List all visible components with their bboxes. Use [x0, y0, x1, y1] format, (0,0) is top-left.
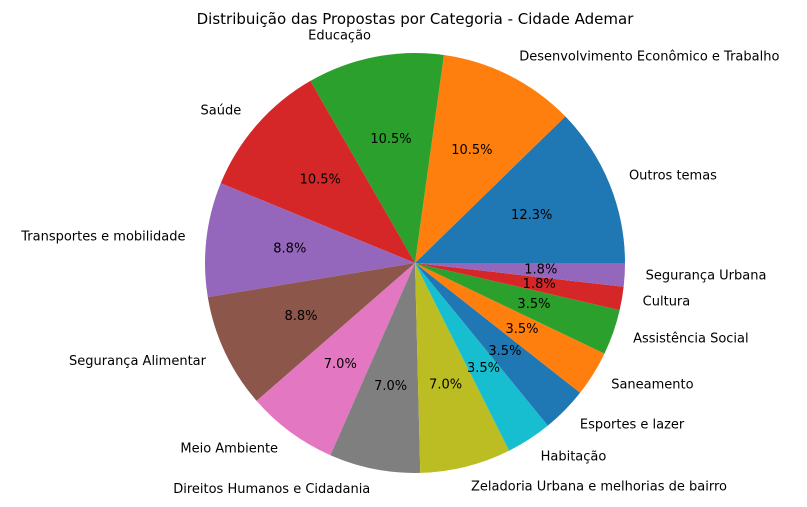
pie-slice-percent: 3.5% [467, 361, 500, 376]
pie-slice-label: Saúde [201, 103, 242, 118]
pie-slice [256, 263, 415, 456]
pie-slice [330, 263, 421, 474]
pie-slice-percent: 7.0% [429, 378, 462, 393]
pie-slice-label: Assistência Social [633, 332, 749, 347]
pie-slice-label: Desenvolvimento Econômico e Trabalho [519, 49, 779, 64]
category-labels: Outros temas Desenvolvimento Econômico e … [20, 29, 779, 497]
pie-slice-label: Habitação [541, 449, 607, 464]
pie-slice [415, 263, 620, 354]
pie-slice-label: Direitos Humanos e Cidadania [173, 482, 370, 497]
pie-slice [415, 263, 510, 473]
pie-slice-label: Outros temas [629, 168, 717, 183]
pie-slice [220, 80, 415, 263]
pie-slice-percent: 1.8% [524, 263, 557, 278]
pie-slice [415, 263, 581, 426]
pie-slice-label: Zeladoria Urbana e melhorias de bairro [471, 480, 727, 495]
pie-slice-percent: 3.5% [506, 322, 539, 337]
pie-slice-label: Cultura [643, 295, 691, 310]
pie-slice [415, 263, 548, 451]
pie-slice [415, 55, 566, 264]
pie-slice [310, 52, 444, 264]
pie-slice-label: Segurança Alimentar [69, 354, 207, 369]
pie-slice [415, 263, 605, 393]
pie-slice-percent: 1.8% [523, 277, 556, 292]
pie-slice [204, 183, 415, 298]
pie-slice-percent: 8.8% [273, 241, 306, 256]
pie-slice-label: Transportes e mobilidade [20, 229, 185, 244]
pie-slice-label: Segurança Urbana [646, 269, 767, 284]
pie-slice-percent: 10.5% [451, 143, 492, 158]
pie-slice-label: Esportes e lazer [580, 417, 685, 432]
pie-slice-percent: 8.8% [284, 309, 317, 324]
pie-slice-percent: 12.3% [511, 208, 552, 223]
pie-slice-percent: 10.5% [370, 132, 411, 147]
pie-slice [415, 116, 625, 264]
pie-slice-label: Saneamento [611, 377, 693, 392]
pie-slice-percent: 10.5% [300, 172, 341, 187]
pie-slice [207, 263, 415, 401]
pie-slice [415, 263, 625, 287]
pie-slice-percent: 7.0% [324, 357, 357, 372]
pie-slice-percent: 3.5% [517, 297, 550, 312]
percent-labels: 12.3% 10.5% 10.5% 10.5% 8.8% 8.8% 7.0% 7.0% 7.0%… [273, 132, 557, 394]
chart-title: Distribuição das Propostas por Categoria… [197, 10, 635, 28]
pie-slice-label: Educação [308, 29, 371, 44]
pie-slice [415, 263, 624, 311]
pie-slice-percent: 3.5% [488, 344, 521, 359]
pie-slice-label: Meio Ambiente [180, 442, 278, 457]
pie-slices [204, 52, 625, 474]
pie-slice-percent: 7.0% [374, 379, 407, 394]
